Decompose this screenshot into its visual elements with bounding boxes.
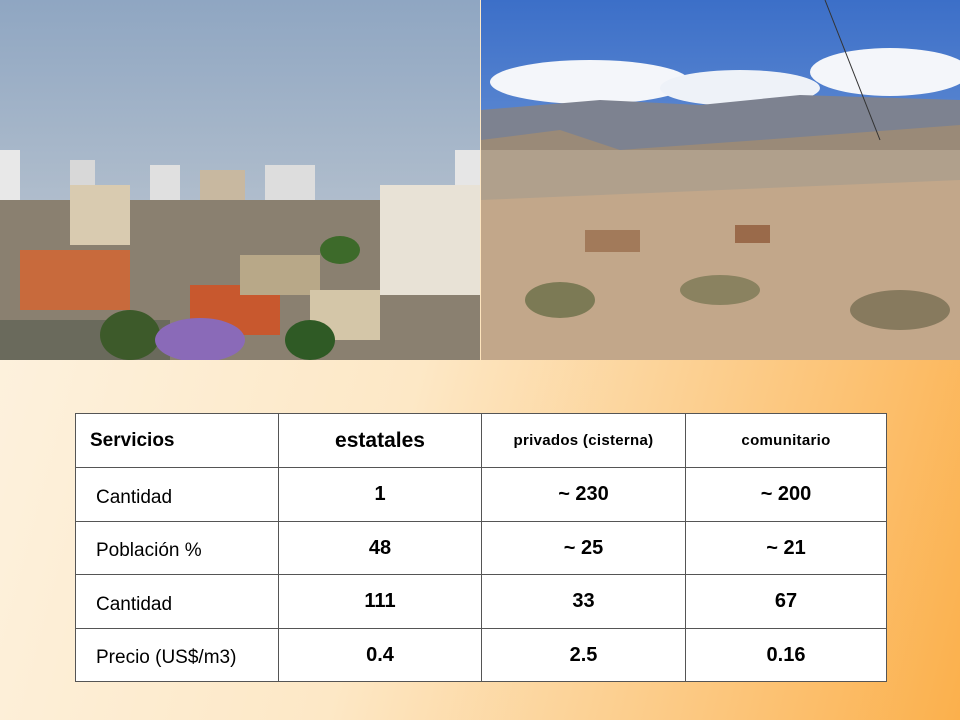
table-row: Población % 48 ~ 25 ~ 21	[75, 521, 887, 575]
table-row: Precio (US$/m3) 0.4 2.5 0.16	[75, 628, 887, 682]
cell-value: 67	[685, 574, 887, 629]
header-cell: Servicios	[75, 413, 279, 468]
header-cell: estatales	[278, 413, 482, 468]
row-label: Cantidad	[75, 574, 279, 629]
row-label: Precio (US$/m3)	[75, 628, 279, 682]
cell-value: ~ 200	[685, 467, 887, 522]
cell-value: 0.4	[278, 628, 482, 682]
services-table: Servicios estatales privados (cisterna) com…	[75, 413, 887, 682]
header-cell: privados (cisterna)	[481, 413, 686, 468]
cell-value: 2.5	[481, 628, 686, 682]
table-row: Cantidad 111 33 67	[75, 574, 887, 629]
header-row: Servicios estatales privados (cisterna) com…	[75, 413, 887, 468]
cell-value: 33	[481, 574, 686, 629]
row-label: Cantidad	[75, 467, 279, 522]
cell-value: 111	[278, 574, 482, 629]
cell-value: 0.16	[685, 628, 887, 682]
landscape-photo	[481, 0, 960, 360]
cell-value: ~ 230	[481, 467, 686, 522]
cell-value: 1	[278, 467, 482, 522]
cell-value: 48	[278, 521, 482, 575]
cell-value: ~ 25	[481, 521, 686, 575]
cell-value: ~ 21	[685, 521, 887, 575]
header-cell: comunitario	[685, 413, 887, 468]
row-label: Población %	[75, 521, 279, 575]
photos	[0, 0, 960, 360]
city-photo	[0, 0, 480, 360]
table-row: Cantidad 1 ~ 230 ~ 200	[75, 467, 887, 522]
